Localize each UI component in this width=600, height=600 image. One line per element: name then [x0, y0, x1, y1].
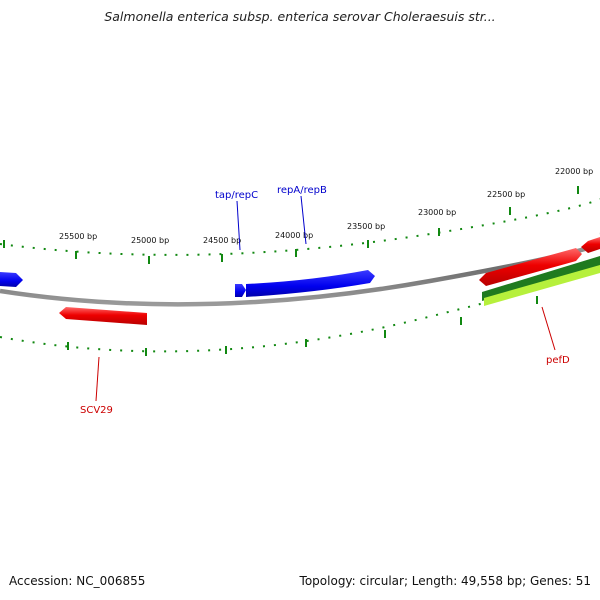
leader-tap-repc — [236, 200, 241, 251]
gene-label-scv29[interactable]: SCV29 — [80, 405, 113, 416]
gene-arrow-pefd[interactable] — [479, 248, 582, 286]
gene-arrow-tap-repc[interactable] — [235, 284, 246, 297]
bp-label: 25000 bp — [131, 236, 169, 245]
blue-genes — [0, 270, 375, 297]
gene-arrow-repa-repb[interactable] — [246, 270, 375, 297]
leader-pefd — [541, 306, 556, 351]
gene-label-tap-repc[interactable]: tap/repC — [215, 190, 258, 201]
bp-label: 23500 bp — [347, 222, 385, 231]
leader-repa-repb — [300, 195, 307, 245]
bp-label: 24000 bp — [275, 231, 313, 240]
bp-label: 25500 bp — [59, 232, 97, 241]
bp-tick-labels: 25500 bp 25000 bp 24500 bp 24000 bp 2350… — [59, 167, 593, 245]
gene-arrow-dark-green[interactable] — [482, 256, 600, 301]
backbone-arc — [0, 232, 600, 307]
outer-major-ticks — [3, 186, 579, 264]
leader-scv29 — [95, 356, 100, 402]
red-genes — [59, 237, 600, 325]
green-genes — [482, 256, 600, 306]
gene-arrow-left-edge[interactable] — [0, 272, 23, 287]
bp-label: 22000 bp — [555, 167, 593, 176]
gene-arrow-right-edge[interactable] — [581, 237, 600, 253]
bp-label: 24500 bp — [203, 236, 241, 245]
map-title: Salmonella enterica subsp. enterica sero… — [104, 9, 496, 24]
bp-label: 22500 bp — [487, 190, 525, 199]
gene-arrow-scv29[interactable] — [59, 307, 147, 325]
gene-label-pefd[interactable]: pefD — [546, 355, 570, 366]
accession-text: Accession: NC_006855 — [9, 574, 146, 588]
gene-labels: tap/repC repA/repB pefD SCV29 — [80, 185, 570, 416]
label-leader-lines — [95, 195, 556, 402]
gene-label-repa-repb[interactable]: repA/repB — [277, 185, 327, 196]
gene-arrow-light-green[interactable] — [484, 265, 600, 306]
inner-major-ticks — [67, 296, 538, 356]
topology-summary: Topology: circular; Length: 49,558 bp; G… — [299, 574, 591, 588]
bp-label: 23000 bp — [418, 208, 456, 217]
